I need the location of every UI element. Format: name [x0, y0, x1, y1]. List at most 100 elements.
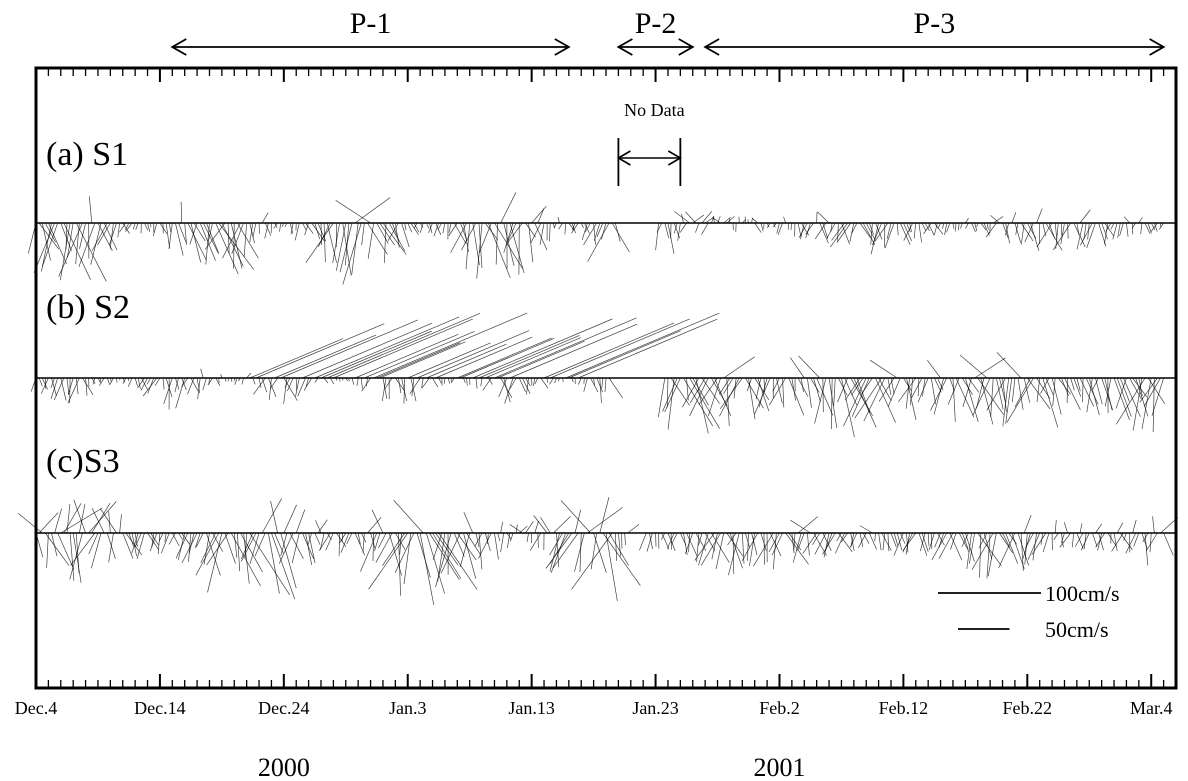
velocity-stick	[859, 222, 871, 238]
velocity-stick	[890, 377, 895, 395]
velocity-stick	[370, 532, 376, 549]
velocity-stick	[749, 532, 756, 567]
velocity-stick	[998, 532, 1016, 569]
velocity-stick	[1135, 377, 1149, 417]
velocity-stick	[537, 532, 539, 548]
velocity-stick	[810, 377, 820, 393]
velocity-stick	[611, 222, 630, 253]
velocity-stick	[333, 318, 473, 379]
velocity-stick	[1020, 222, 1034, 242]
velocity-stick	[457, 532, 477, 561]
velocity-stick	[63, 503, 82, 534]
velocity-stick	[341, 532, 344, 543]
velocity-stick	[565, 312, 720, 379]
velocity-stick	[986, 222, 989, 230]
velocity-stick	[1017, 377, 1024, 410]
velocity-stick	[410, 377, 417, 402]
velocity-stick	[1020, 532, 1024, 571]
velocity-stick	[1131, 222, 1137, 229]
velocity-stick	[357, 532, 361, 545]
velocity-stick	[578, 377, 582, 385]
velocity-stick	[1144, 532, 1149, 566]
velocity-stick	[689, 377, 706, 404]
velocity-stick	[233, 222, 235, 269]
velocity-stick	[534, 222, 548, 251]
velocity-stick	[255, 323, 385, 379]
velocity-stick	[206, 532, 221, 576]
velocity-stick	[601, 377, 604, 389]
velocity-stick	[1052, 377, 1056, 407]
velocity-stick	[986, 377, 1006, 411]
velocity-stick	[560, 500, 591, 534]
x-tick-label: Dec.4	[15, 698, 57, 718]
velocity-stick	[419, 532, 435, 605]
velocity-stick	[851, 222, 858, 234]
velocity-stick	[181, 532, 198, 563]
velocity-stick	[574, 532, 585, 572]
velocity-stick	[596, 222, 604, 237]
velocity-stick	[460, 337, 555, 379]
velocity-stick	[878, 377, 895, 402]
velocity-stick	[875, 222, 889, 241]
velocity-stick	[360, 532, 378, 572]
velocity-stick	[621, 532, 623, 549]
velocity-stick	[713, 215, 715, 224]
velocity-stick	[758, 377, 768, 408]
velocity-stick	[206, 222, 219, 253]
velocity-stick	[505, 222, 523, 245]
velocity-stick	[844, 377, 861, 401]
velocity-stick	[151, 532, 155, 548]
velocity-stick	[302, 222, 307, 230]
velocity-stick	[1092, 532, 1098, 547]
velocity-stick	[698, 532, 703, 546]
velocity-stick	[787, 222, 790, 230]
velocity-stick	[983, 532, 993, 559]
velocity-stick	[539, 222, 545, 245]
velocity-stick	[579, 532, 582, 573]
velocity-stick	[478, 335, 580, 379]
velocity-stick	[1076, 377, 1081, 392]
period-arrow-head	[170, 38, 187, 56]
velocity-stick	[540, 517, 551, 534]
velocity-stick	[558, 222, 563, 230]
velocity-stick	[100, 508, 117, 534]
velocity-stick	[261, 377, 268, 393]
velocity-stick	[1080, 222, 1093, 246]
velocity-stick	[596, 377, 603, 393]
velocity-stick	[27, 222, 37, 254]
velocity-stick	[421, 377, 424, 389]
velocity-stick	[671, 532, 678, 544]
velocity-stick	[437, 222, 443, 230]
velocity-stick	[587, 222, 610, 262]
velocity-stick	[1005, 532, 1019, 564]
velocity-stick	[497, 532, 501, 542]
velocity-stick	[587, 507, 623, 534]
velocity-stick	[97, 222, 113, 251]
velocity-stick	[976, 222, 979, 228]
velocity-stick	[1111, 532, 1124, 552]
velocity-stick	[1024, 222, 1034, 243]
velocity-stick	[683, 532, 688, 555]
velocity-stick	[503, 222, 514, 253]
velocity-stick	[777, 222, 783, 235]
velocity-stick	[1132, 377, 1143, 431]
velocity-stick	[325, 532, 334, 551]
velocity-stick	[485, 337, 582, 379]
velocity-stick	[822, 532, 836, 555]
velocity-stick	[60, 377, 67, 401]
velocity-stick	[751, 532, 758, 555]
velocity-stick	[1082, 377, 1084, 403]
velocity-stick	[661, 532, 666, 540]
velocity-stick	[977, 532, 1002, 567]
velocity-stick	[898, 377, 917, 403]
velocity-stick	[604, 377, 607, 392]
velocity-stick	[955, 377, 975, 418]
velocity-stick	[500, 192, 517, 224]
velocity-stick	[971, 222, 976, 232]
velocity-stick	[798, 222, 808, 238]
velocity-stick	[701, 377, 720, 404]
velocity-stick	[233, 377, 236, 382]
velocity-stick	[1095, 532, 1106, 548]
velocity-stick	[109, 222, 117, 245]
velocity-stick	[686, 532, 698, 556]
